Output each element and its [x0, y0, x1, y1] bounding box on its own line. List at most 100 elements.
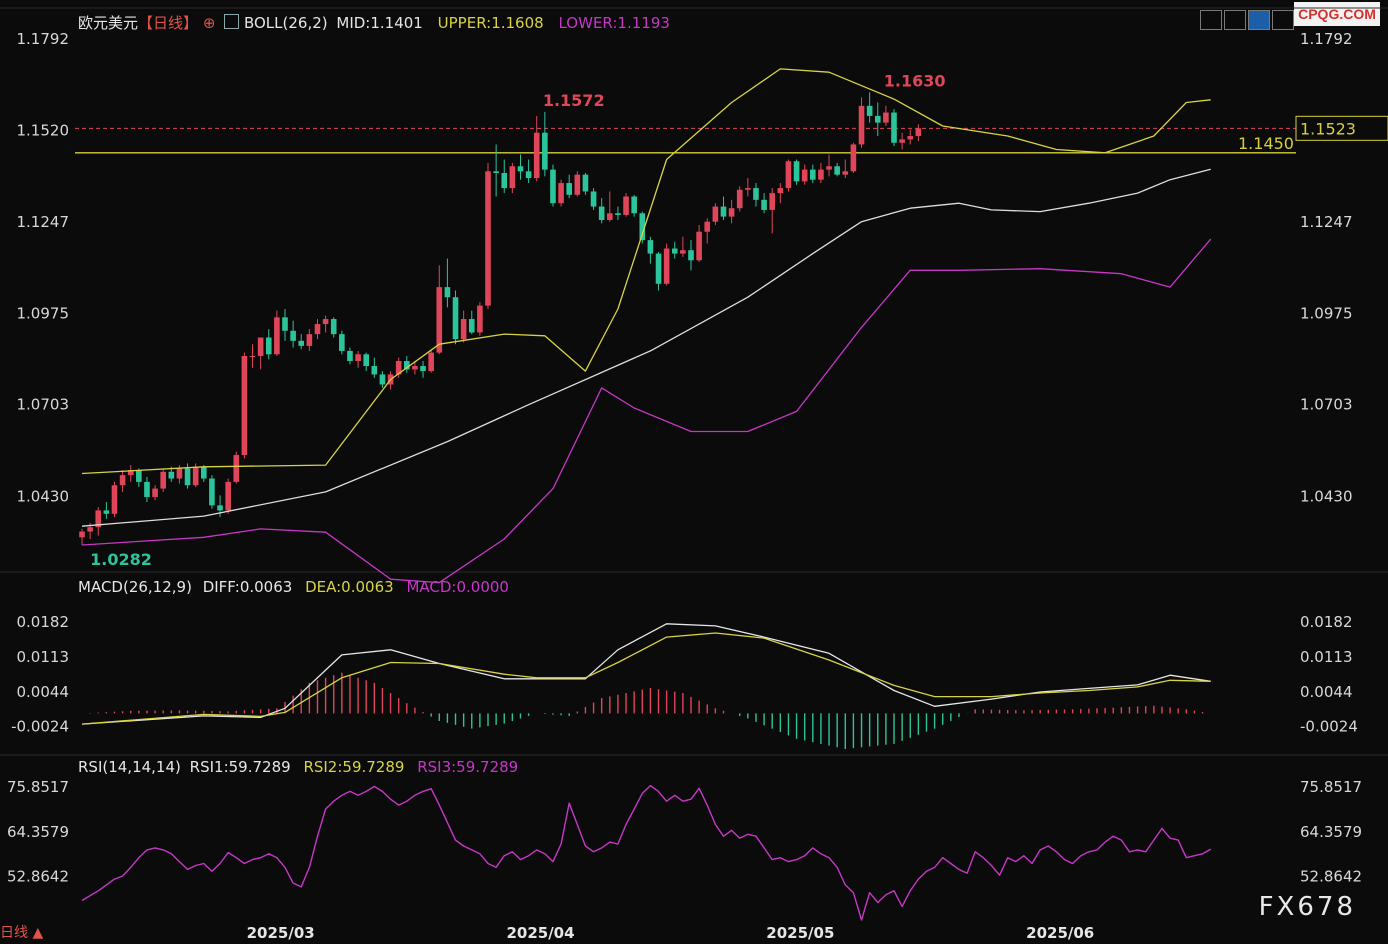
candle-body: [95, 510, 102, 528]
brand-logo: CPQG.COM: [1294, 2, 1380, 26]
rsi1-value: RSI1:59.7289: [189, 758, 291, 776]
candle-body: [785, 161, 792, 189]
candle-body: [379, 374, 386, 385]
candle-body: [241, 355, 248, 456]
rsi-tick-right: 52.8642: [1300, 868, 1362, 886]
candle-body: [127, 470, 134, 476]
candle-body: [119, 475, 126, 486]
candle-body: [452, 297, 459, 340]
macd-tick-left: 0.0044: [17, 683, 70, 701]
period-toggle-icon[interactable]: ⊕: [202, 14, 216, 32]
rsi-tick-left: 52.8642: [7, 868, 69, 886]
candle-body: [468, 319, 475, 333]
candle-body: [282, 317, 288, 331]
candle-body: [233, 455, 240, 482]
candle-body: [412, 366, 418, 370]
candle-body: [883, 112, 889, 123]
macd-diff-line: [81, 623, 1211, 725]
candle-body: [209, 478, 215, 506]
last-price-label: 1.1523: [1300, 119, 1356, 138]
candle-body: [550, 169, 556, 204]
symbol-name: 欧元美元: [78, 14, 139, 32]
boll-label[interactable]: BOLL(26,2): [243, 14, 328, 32]
candle-body: [460, 319, 467, 340]
close-icon[interactable]: [1272, 10, 1294, 30]
candle-body: [347, 350, 353, 362]
candle-body: [339, 334, 345, 351]
macd-dea-line: [81, 632, 1211, 725]
candle-body: [590, 191, 597, 207]
candle-body: [306, 334, 313, 346]
macd-tick-right: 0.0113: [1300, 648, 1353, 666]
price-header: 欧元美元【日线】 ⊕ BOLL(26,2) MID:1.1401 UPPER:1…: [78, 12, 670, 33]
candle-body: [826, 166, 832, 170]
period-nav-label[interactable]: 日线 ▲: [0, 925, 44, 941]
candle-body: [485, 171, 491, 306]
candle-body: [533, 132, 540, 179]
period-label[interactable]: 【日线】: [138, 14, 199, 32]
candle-body: [298, 340, 305, 346]
candle-body: [542, 132, 548, 170]
price-tick-right: 1.0703: [1300, 396, 1353, 414]
candle-body: [615, 213, 621, 215]
candle-body: [257, 337, 264, 356]
candle-body: [111, 485, 118, 514]
candle-body: [818, 169, 824, 180]
macd-tick-right: 0.0044: [1300, 683, 1353, 701]
candle-body: [274, 317, 280, 355]
candle-body: [639, 213, 646, 241]
candle-body: [915, 128, 922, 137]
boll-upper-line: [81, 68, 1211, 475]
price-tick-right: 1.0430: [1300, 487, 1353, 505]
macd-label[interactable]: MACD(26,12,9): [78, 578, 192, 596]
rsi-label[interactable]: RSI(14,14,14): [78, 758, 181, 776]
candle-body: [655, 253, 662, 284]
price-tick-left: 1.1247: [17, 213, 70, 231]
candle-body: [176, 468, 183, 479]
candle-body: [144, 481, 150, 497]
crosshair-icon[interactable]: [1200, 10, 1222, 30]
candle-body: [501, 172, 508, 189]
candle-body: [810, 169, 816, 180]
candle-body: [769, 193, 775, 210]
candle-body: [631, 196, 637, 214]
play-icon[interactable]: [1248, 10, 1270, 30]
candle-body: [314, 324, 321, 335]
boll-lower-value: LOWER:1.1193: [558, 14, 670, 32]
candle-body: [680, 250, 686, 254]
candle-body: [160, 471, 166, 489]
candle-body: [265, 337, 272, 355]
candle-body: [103, 510, 110, 514]
candle-body: [907, 136, 914, 140]
candle-body: [420, 366, 426, 372]
candle-body: [850, 144, 857, 172]
candle-body: [574, 174, 581, 195]
candle-body: [671, 248, 678, 254]
candle-body: [517, 166, 524, 172]
candle-body: [712, 206, 719, 222]
support-line-label: 1.1450: [1238, 134, 1294, 153]
candle-body: [858, 105, 865, 145]
x-axis-label: 2025/06: [1026, 924, 1094, 942]
candle-body: [436, 287, 443, 353]
candle-body: [745, 188, 751, 190]
price-tick-left: 1.1520: [17, 121, 70, 139]
candle-body: [647, 240, 654, 254]
candle-body: [663, 248, 670, 284]
candle-body: [79, 531, 85, 538]
indicator-icon[interactable]: [224, 14, 240, 29]
candle-body: [598, 206, 605, 220]
candle-body: [217, 505, 223, 511]
macd-dea-value: DEA:0.0063: [305, 578, 394, 596]
candle-body: [736, 189, 743, 209]
candle-body: [793, 161, 800, 182]
candle-body: [192, 466, 199, 486]
candle-body: [525, 171, 532, 179]
candlestick-icon[interactable]: [1224, 10, 1246, 30]
rsi-tick-right: 75.8517: [1300, 778, 1362, 796]
boll-mid-line: [81, 168, 1211, 527]
boll-mid-value: MID:1.1401: [336, 14, 423, 32]
candle-body: [728, 208, 735, 217]
